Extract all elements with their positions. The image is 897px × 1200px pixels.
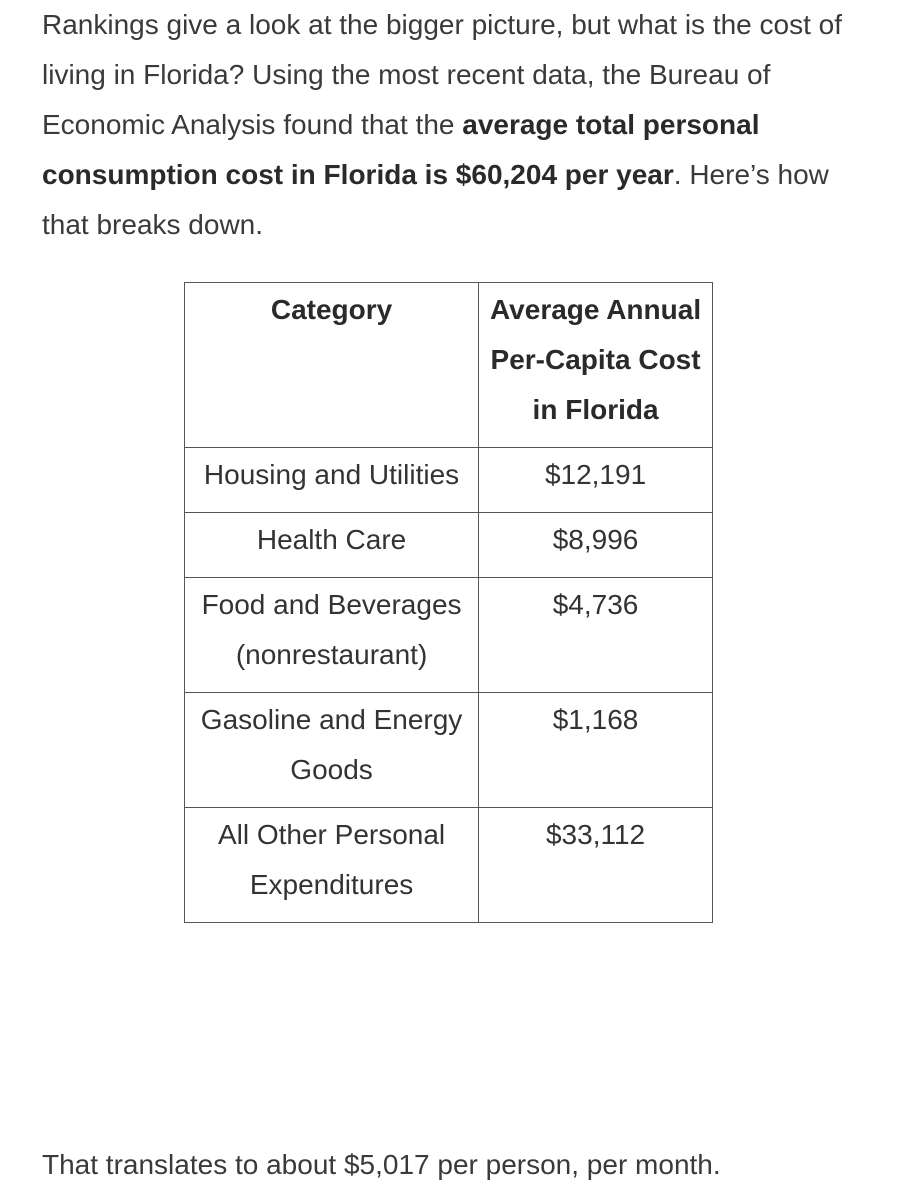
intro-paragraph: Rankings give a look at the bigger pictu… [42, 0, 872, 250]
row-cost: $8,996 [478, 512, 713, 578]
header-category: Category [183, 282, 480, 448]
table-row: All Other Personal Expenditures $33,112 [183, 807, 713, 923]
table-row: Food and Beverages (nonrestaurant) $4,73… [183, 577, 713, 693]
table-row: Gasoline and Energy Goods $1,168 [183, 692, 713, 808]
table-header-row: Category Average Annual Per-Capita Cost … [183, 282, 713, 448]
row-cost: $1,168 [478, 692, 713, 808]
table-row: Housing and Utilities $12,191 [183, 447, 713, 513]
intro-text-end: . Here’s how that breaks down. [42, 159, 829, 240]
row-category: All Other Personal Expenditures [183, 807, 480, 923]
header-average-cost: Average Annual Per-Capita Cost in Florid… [478, 282, 713, 448]
row-cost: $33,112 [478, 807, 713, 923]
row-cost: $4,736 [478, 577, 713, 693]
table-row: Health Care $8,996 [183, 512, 713, 578]
intro-bold-total: average total personal consumption cost … [42, 109, 760, 190]
row-category: Gasoline and Energy Goods [183, 692, 480, 808]
outro-paragraph: That translates to about $5,017 per pers… [42, 1149, 721, 1180]
row-category: Health Care [183, 512, 480, 578]
row-cost: $12,191 [478, 447, 713, 513]
row-category: Housing and Utilities [183, 447, 480, 513]
row-category: Food and Beverages (nonrestaurant) [183, 577, 480, 693]
intro-text-start: Rankings give a look at the bigger pictu… [42, 9, 843, 140]
cost-table: Category Average Annual Per-Capita Cost … [183, 282, 713, 923]
